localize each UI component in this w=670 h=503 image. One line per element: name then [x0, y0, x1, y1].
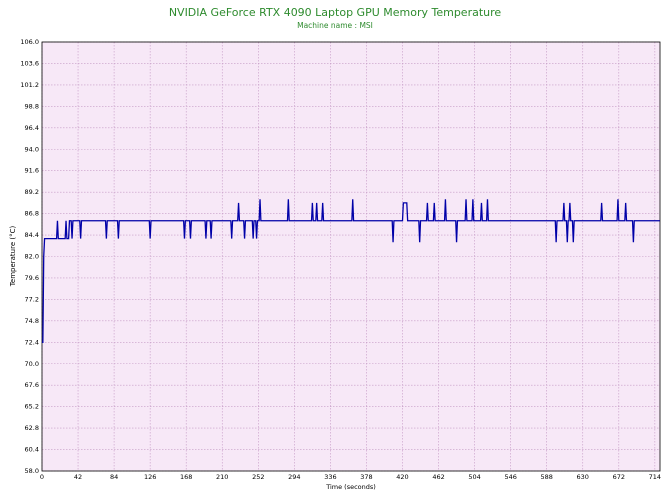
- y-tick-label: 96.4: [25, 124, 39, 132]
- chart-title: NVIDIA GeForce RTX 4090 Laptop GPU Memor…: [169, 6, 502, 19]
- x-tick-label: 546: [504, 473, 516, 481]
- x-tick-label: 462: [432, 473, 444, 481]
- y-tick-label: 103.6: [20, 59, 39, 67]
- y-tick-label: 91.6: [25, 167, 39, 175]
- x-tick-label: 672: [613, 473, 625, 481]
- y-tick-label: 89.2: [25, 188, 39, 196]
- y-tick-label: 98.8: [25, 102, 39, 110]
- x-tick-label: 210: [216, 473, 228, 481]
- x-tick-label: 588: [540, 473, 552, 481]
- x-tick-label: 336: [324, 473, 336, 481]
- y-tick-label: 60.4: [25, 446, 39, 454]
- x-tick-label: 714: [649, 473, 661, 481]
- y-tick-label: 86.8: [25, 210, 39, 218]
- x-tick-label: 126: [144, 473, 156, 481]
- x-tick-label: 294: [288, 473, 300, 481]
- y-tick-label: 65.2: [25, 403, 39, 411]
- x-tick-label: 378: [360, 473, 372, 481]
- y-tick-label: 106.0: [20, 38, 39, 46]
- y-tick-label: 79.6: [25, 274, 39, 282]
- x-tick-label: 504: [468, 473, 480, 481]
- chart-subtitle: Machine name : MSI: [297, 21, 373, 30]
- x-tick-label: 84: [110, 473, 118, 481]
- y-tick-label: 70.0: [25, 360, 39, 368]
- x-tick-label: 168: [180, 473, 192, 481]
- y-tick-label: 101.2: [20, 81, 39, 89]
- y-tick-label: 72.4: [25, 338, 39, 346]
- line: [42, 199, 660, 343]
- y-tick-label: 67.6: [25, 381, 39, 389]
- y-tick-label: 94.0: [25, 145, 39, 153]
- y-axis-label: Temperature (°C): [9, 226, 17, 288]
- y-tick-label: 62.8: [25, 424, 39, 432]
- x-axis-label: Time (seconds): [325, 483, 376, 491]
- plot-border: [41, 41, 661, 472]
- y-tick-label: 84.4: [25, 231, 39, 239]
- y-tick-label: 82.0: [25, 253, 39, 261]
- y-tick-label: 74.8: [25, 317, 39, 325]
- y-tick-label: 77.2: [25, 295, 39, 303]
- y-tick-label: 58.0: [25, 467, 39, 475]
- x-tick-label: 42: [74, 473, 82, 481]
- x-tick-label: 0: [40, 473, 44, 481]
- x-tick-label: 420: [396, 473, 408, 481]
- x-tick-label: 630: [577, 473, 589, 481]
- x-tick-label: 252: [252, 473, 264, 481]
